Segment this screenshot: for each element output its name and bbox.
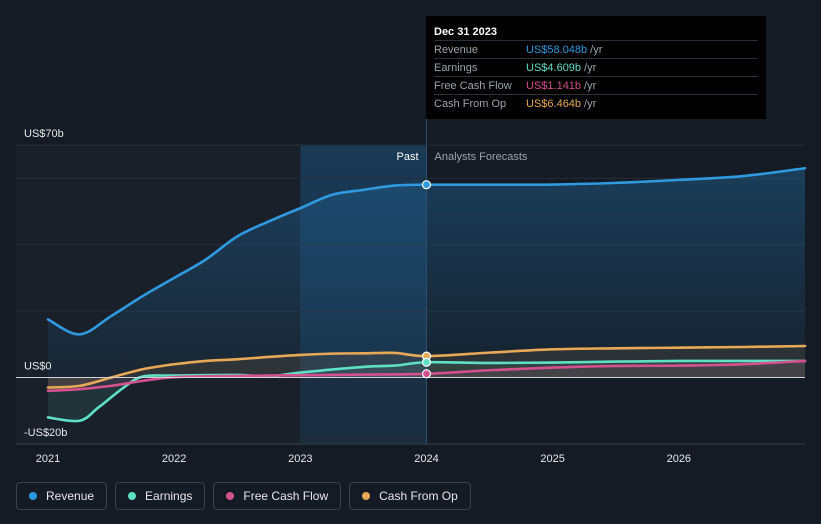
legend-dot-icon <box>128 492 137 500</box>
legend-label: Revenue <box>46 489 95 503</box>
x-tick-label: 2021 <box>36 453 60 465</box>
legend-label: Free Cash Flow <box>243 489 329 503</box>
y-tick-label: US$70b <box>24 128 64 140</box>
data-tooltip: Dec 31 2023 Revenue US$58.048b /yr Earni… <box>426 16 766 119</box>
tooltip-row-free-cash-flow: Free Cash Flow US$1.141b /yr <box>434 76 758 94</box>
tooltip-row-cash-from-op: Cash From Op US$6.464b /yr <box>434 94 758 112</box>
legend-label: Cash From Op <box>379 489 458 503</box>
past-label: Past <box>396 151 418 163</box>
legend-item-free-cash-flow[interactable]: Free Cash Flow <box>213 482 342 510</box>
tooltip-row-earnings: Earnings US$4.609b /yr <box>434 58 758 76</box>
tooltip-unit: /yr <box>584 61 597 74</box>
tooltip-value: US$58.048b <box>526 43 588 56</box>
tooltip-unit: /yr <box>584 97 597 110</box>
series-markers <box>421 180 432 379</box>
y-tick-label: US$0 <box>24 361 52 373</box>
legend-dot-icon <box>226 492 235 500</box>
x-tick-label: 2023 <box>288 453 312 465</box>
legend-dot-icon <box>362 492 371 500</box>
tooltip-label: Cash From Op <box>434 97 507 110</box>
legend-dot-icon <box>29 492 37 500</box>
series-marker-revenue <box>421 180 432 190</box>
tooltip-value: US$1.141b <box>526 79 582 92</box>
legend-item-earnings[interactable]: Earnings <box>115 482 206 510</box>
legend-item-cash-from-op[interactable]: Cash From Op <box>349 482 471 510</box>
tooltip-label: Free Cash Flow <box>434 79 512 92</box>
series-line-cash-from-op <box>46 344 807 389</box>
chart-legend: Revenue Earnings Free Cash Flow Cash Fro… <box>16 482 471 510</box>
tooltip-unit: /yr <box>584 79 597 92</box>
series-lines <box>46 166 807 423</box>
series-line-revenue <box>46 166 807 336</box>
tooltip-label: Revenue <box>434 43 479 56</box>
x-tick-label: 2025 <box>540 453 564 465</box>
series-line-free-cash-flow <box>46 359 807 393</box>
tooltip-date: Dec 31 2023 <box>434 26 497 38</box>
tooltip-row-revenue: Revenue US$58.048b /yr <box>434 40 758 58</box>
series-marker-free-cash-flow <box>421 369 432 379</box>
legend-item-revenue[interactable]: Revenue <box>16 482 108 510</box>
x-axis-labels: 2021 2022 2023 2024 2025 2026 <box>36 453 691 465</box>
x-tick-label: 2022 <box>162 453 186 465</box>
x-tick-label: 2024 <box>414 453 438 465</box>
tooltip-label: Earnings <box>434 61 478 74</box>
tooltip-value: US$4.609b <box>526 61 582 74</box>
x-tick-label: 2026 <box>667 453 691 465</box>
y-tick-label: -US$20b <box>24 427 67 439</box>
series-line-earnings <box>46 359 807 423</box>
y-axis-labels: US$70b US$0 -US$20b <box>24 128 67 439</box>
legend-label: Earnings <box>145 489 193 503</box>
tooltip-unit: /yr <box>590 43 603 56</box>
series-marker-earnings <box>421 357 432 367</box>
forecast-label: Analysts Forecasts <box>435 151 528 163</box>
tooltip-value: US$6.464b <box>526 97 582 110</box>
